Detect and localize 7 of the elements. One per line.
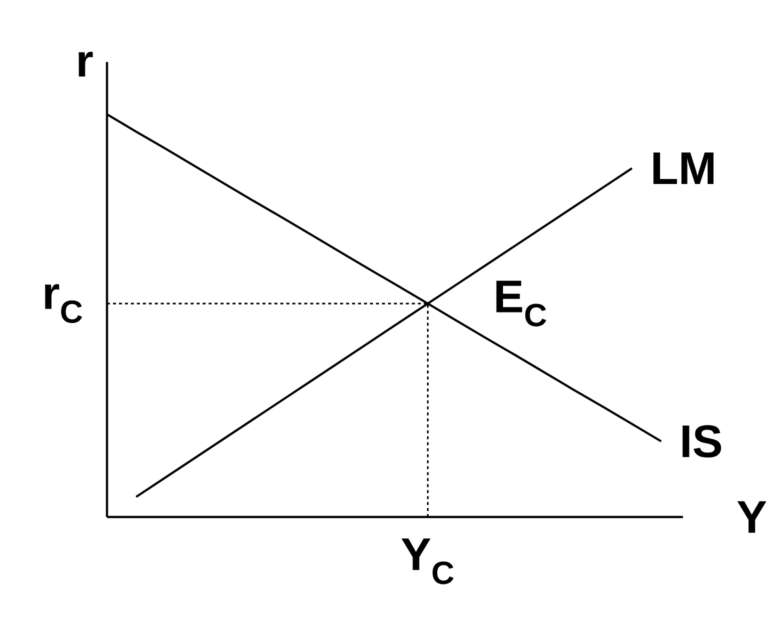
y-axis-title: r	[78, 52, 93, 76]
ref-line-label: r$_{C}$	[44, 284, 82, 324]
series-label: IS	[682, 425, 722, 458]
x-axis-title: Y	[737, 501, 766, 533]
annotation: E$_{C}$	[496, 280, 546, 326]
text: Y$_{C}$	[401, 538, 454, 584]
series-label: LM	[653, 152, 714, 184]
